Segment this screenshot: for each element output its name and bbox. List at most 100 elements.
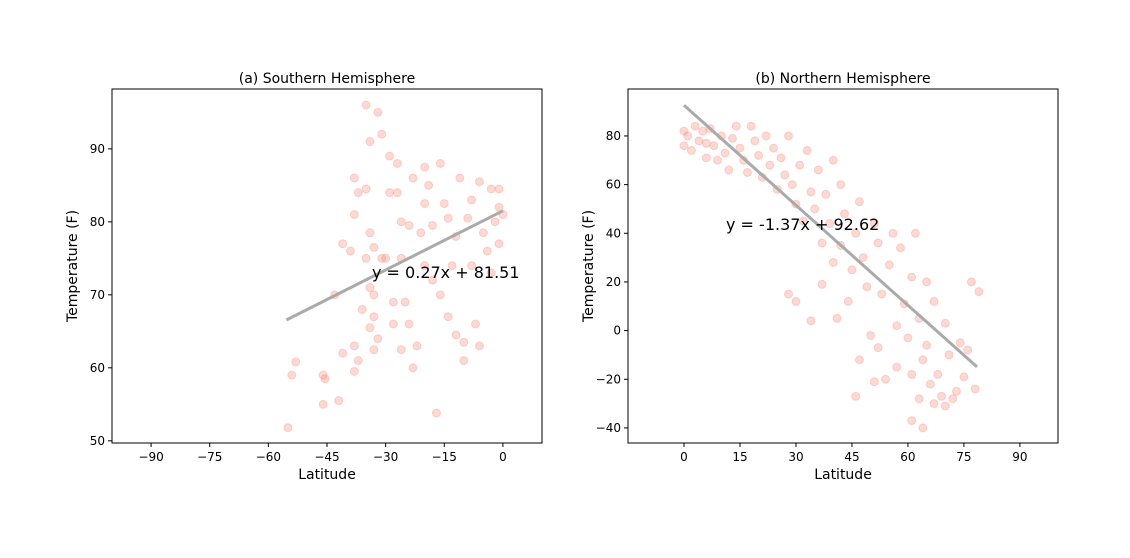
point — [459, 356, 469, 366]
point — [388, 319, 398, 329]
point — [918, 355, 928, 365]
point — [349, 173, 359, 183]
x-tick-label: 0 — [499, 450, 507, 464]
point — [937, 391, 947, 401]
point — [338, 348, 348, 358]
point — [709, 141, 719, 151]
point — [486, 184, 496, 194]
point — [353, 356, 363, 366]
point — [694, 136, 704, 146]
point — [420, 162, 430, 172]
point — [881, 374, 891, 384]
point — [400, 297, 410, 307]
point — [821, 189, 831, 199]
equation-annotation: y = -1.37x + 92.62 — [726, 215, 879, 234]
point — [377, 129, 387, 139]
point — [944, 350, 954, 360]
point — [428, 275, 438, 285]
y-tick-label: 20 — [606, 275, 621, 289]
point — [353, 188, 363, 198]
point — [361, 184, 371, 194]
point — [735, 143, 745, 153]
point — [948, 394, 958, 404]
point — [724, 165, 734, 175]
point — [451, 330, 461, 340]
point — [862, 282, 872, 292]
point — [381, 253, 391, 263]
point — [869, 219, 879, 229]
point — [455, 173, 465, 183]
point — [951, 386, 961, 396]
point — [345, 246, 355, 256]
point — [701, 138, 711, 148]
point — [396, 345, 406, 355]
point — [701, 153, 711, 163]
point — [291, 357, 301, 367]
point — [385, 151, 395, 161]
point — [486, 268, 496, 278]
point — [769, 143, 779, 153]
point — [922, 277, 932, 287]
point — [776, 153, 786, 163]
y-tick-label: 40 — [606, 226, 621, 240]
point — [392, 158, 402, 168]
point — [349, 341, 359, 351]
point — [435, 158, 445, 168]
x-tick-label: 60 — [900, 450, 915, 464]
point — [408, 173, 418, 183]
point — [287, 370, 297, 380]
x-axis-label: Latitude — [814, 467, 872, 483]
point — [974, 287, 984, 297]
point — [907, 416, 917, 426]
point — [851, 228, 861, 238]
point — [439, 199, 449, 209]
point — [873, 343, 883, 353]
point — [858, 253, 868, 263]
point — [474, 341, 484, 351]
point — [474, 177, 484, 187]
point — [784, 289, 794, 299]
y-tick-label: 60 — [606, 178, 621, 192]
point — [349, 366, 359, 376]
point — [806, 187, 816, 197]
point — [320, 374, 330, 384]
point — [443, 312, 453, 322]
point — [369, 242, 379, 252]
point — [467, 195, 477, 205]
point — [424, 180, 434, 190]
y-tick-label: 90 — [90, 142, 105, 156]
point — [959, 372, 969, 382]
x-tick-label: 75 — [956, 450, 971, 464]
point — [929, 296, 939, 306]
x-tick-label: 15 — [732, 450, 747, 464]
point — [940, 318, 950, 328]
x-tick-label: −60 — [256, 450, 281, 464]
point — [798, 216, 808, 226]
point — [338, 239, 348, 249]
y-tick-label: −20 — [596, 372, 621, 386]
point — [357, 304, 367, 314]
point — [761, 131, 771, 141]
point — [795, 160, 805, 170]
point — [459, 337, 469, 347]
point — [428, 220, 438, 230]
point — [447, 261, 457, 271]
point — [810, 204, 820, 214]
point — [283, 423, 293, 433]
x-tick-label: 90 — [1012, 450, 1027, 464]
point — [471, 319, 481, 329]
x-tick-label: −90 — [138, 450, 163, 464]
y-axis-label: Temperature (F) — [581, 210, 597, 323]
point — [679, 141, 689, 151]
point — [866, 330, 876, 340]
x-tick-label: −75 — [197, 450, 222, 464]
x-tick-label: −15 — [432, 450, 457, 464]
point — [408, 363, 418, 373]
y-tick-label: 80 — [606, 129, 621, 143]
point — [940, 401, 950, 411]
point — [416, 228, 426, 238]
point — [907, 369, 917, 379]
y-tick-label: 70 — [90, 288, 105, 302]
point — [388, 297, 398, 307]
point — [828, 155, 838, 165]
